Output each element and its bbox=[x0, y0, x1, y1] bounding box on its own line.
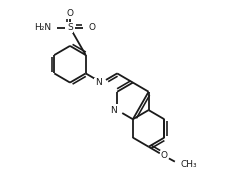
Text: O: O bbox=[88, 23, 95, 32]
Text: H₂N: H₂N bbox=[34, 23, 52, 32]
Text: S: S bbox=[67, 23, 73, 32]
Text: N: N bbox=[110, 106, 117, 115]
Text: N: N bbox=[95, 78, 101, 87]
Text: O: O bbox=[161, 151, 168, 160]
Text: CH₃: CH₃ bbox=[180, 160, 197, 169]
Text: O: O bbox=[66, 9, 73, 18]
